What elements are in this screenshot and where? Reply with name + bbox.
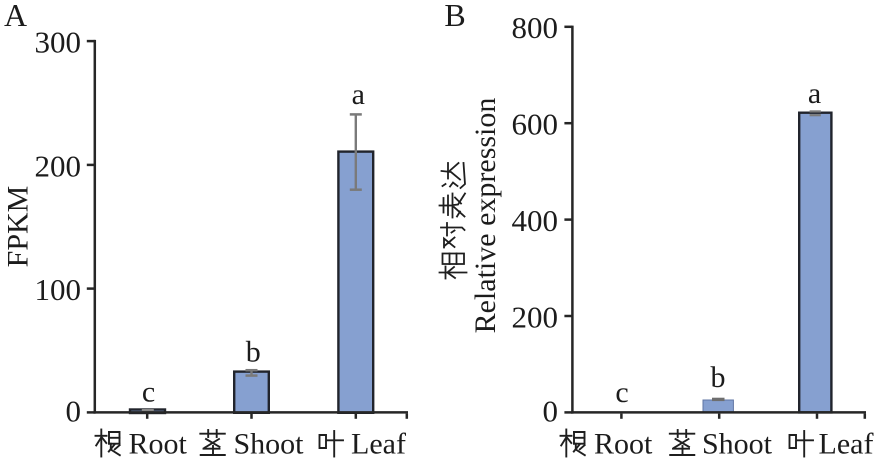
svg-text:0: 0 <box>543 394 559 429</box>
svg-text:Relative expression: Relative expression <box>469 98 502 334</box>
svg-text:Shoot: Shoot <box>702 428 773 461</box>
svg-text:a: a <box>352 78 365 111</box>
svg-text:b: b <box>711 361 726 394</box>
svg-text:600: 600 <box>512 107 559 142</box>
svg-text:B: B <box>444 0 465 33</box>
svg-text:800: 800 <box>512 10 559 45</box>
svg-text:a: a <box>808 77 821 110</box>
svg-text:300: 300 <box>35 25 82 60</box>
svg-text:Root: Root <box>129 428 188 461</box>
svg-text:0: 0 <box>66 394 82 429</box>
svg-text:b: b <box>246 336 261 369</box>
svg-text:200: 200 <box>512 299 559 334</box>
svg-text:Root: Root <box>594 428 653 461</box>
svg-text:Leaf: Leaf <box>819 428 874 461</box>
svg-text:A: A <box>4 0 27 33</box>
svg-text:c: c <box>615 376 628 409</box>
svg-text:100: 100 <box>35 272 82 307</box>
svg-text:200: 200 <box>35 148 82 183</box>
svg-text:c: c <box>142 375 155 408</box>
svg-text:Shoot: Shoot <box>234 428 305 461</box>
svg-text:FPKM: FPKM <box>2 186 35 268</box>
svg-text:400: 400 <box>512 203 559 238</box>
svg-text:Leaf: Leaf <box>351 428 406 461</box>
